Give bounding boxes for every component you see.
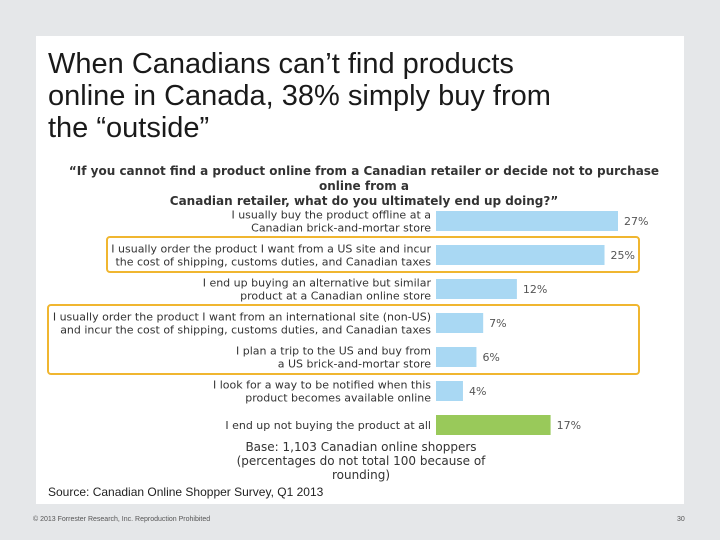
source-note: Source: Canadian Online Shopper Survey, … — [48, 485, 324, 499]
slide-title-line: online in Canada, 38% simply buy from — [48, 80, 551, 112]
category-label: I end up buying an alternative but simil… — [203, 277, 432, 290]
category-label: and incur the cost of shipping, customs … — [60, 324, 431, 337]
bar-value-label: 27% — [624, 215, 648, 228]
highlight-frame — [106, 236, 640, 273]
chart-question-line: “If you cannot find a product online fro… — [68, 164, 660, 193]
chart-question-line: Canadian retailer, what do you ultimatel… — [169, 194, 559, 208]
slide-panel: When Canadians can’t find products onlin… — [36, 36, 684, 504]
category-label: I usually order the product I want from … — [53, 311, 431, 324]
category-label: I usually order the product I want from … — [111, 243, 431, 256]
copyright-footer: © 2013 Forrester Research, Inc. Reproduc… — [33, 516, 211, 523]
bar-value-label: 17% — [557, 419, 581, 432]
bar-5 — [436, 347, 477, 367]
bar-value-label: 7% — [489, 317, 506, 330]
category-label: I usually buy the product offline at a — [231, 209, 431, 222]
category-label: I look for a way to be notified when thi… — [213, 379, 431, 392]
bar-value-label: 25% — [611, 249, 635, 262]
category-label: a US brick-and-mortar store — [278, 358, 431, 371]
category-label: product becomes available online — [245, 392, 431, 405]
category-label: Canadian brick-and-mortar store — [251, 222, 431, 235]
bar-value-label: 4% — [469, 385, 486, 398]
chart-base-note: Base: 1,103 Canadian online shoppers (pe… — [216, 440, 506, 482]
page-number: 30 — [677, 516, 685, 523]
slide-title-line: the “outside” — [48, 112, 210, 144]
slide-title: When Canadians can’t find products onlin… — [48, 48, 668, 144]
bar-chart: 27% I usually buy the product offline at … — [47, 209, 648, 435]
chart-base-line: (percentages do not total 100 because of… — [236, 454, 486, 482]
category-label: product at a Canadian online store — [240, 290, 431, 303]
bar-4 — [436, 313, 484, 333]
chart-base-line: Base: 1,103 Canadian online shoppers — [245, 440, 477, 454]
bar-1 — [436, 211, 618, 231]
bar-6 — [436, 381, 463, 401]
highlight-frame — [47, 304, 640, 375]
category-label: the cost of shipping, customs duties, an… — [115, 256, 431, 269]
bar-value-label: 12% — [523, 283, 547, 296]
chart-question: “If you cannot find a product online fro… — [56, 164, 672, 209]
bar-3 — [436, 279, 517, 299]
bar-value-label: 6% — [482, 351, 499, 364]
slide-title-line: When Canadians can’t find products — [48, 48, 514, 80]
bar-7 — [436, 415, 551, 435]
category-label: I plan a trip to the US and buy from — [236, 345, 431, 358]
bar-2 — [436, 245, 605, 265]
category-label: I end up not buying the product at all — [225, 419, 431, 432]
